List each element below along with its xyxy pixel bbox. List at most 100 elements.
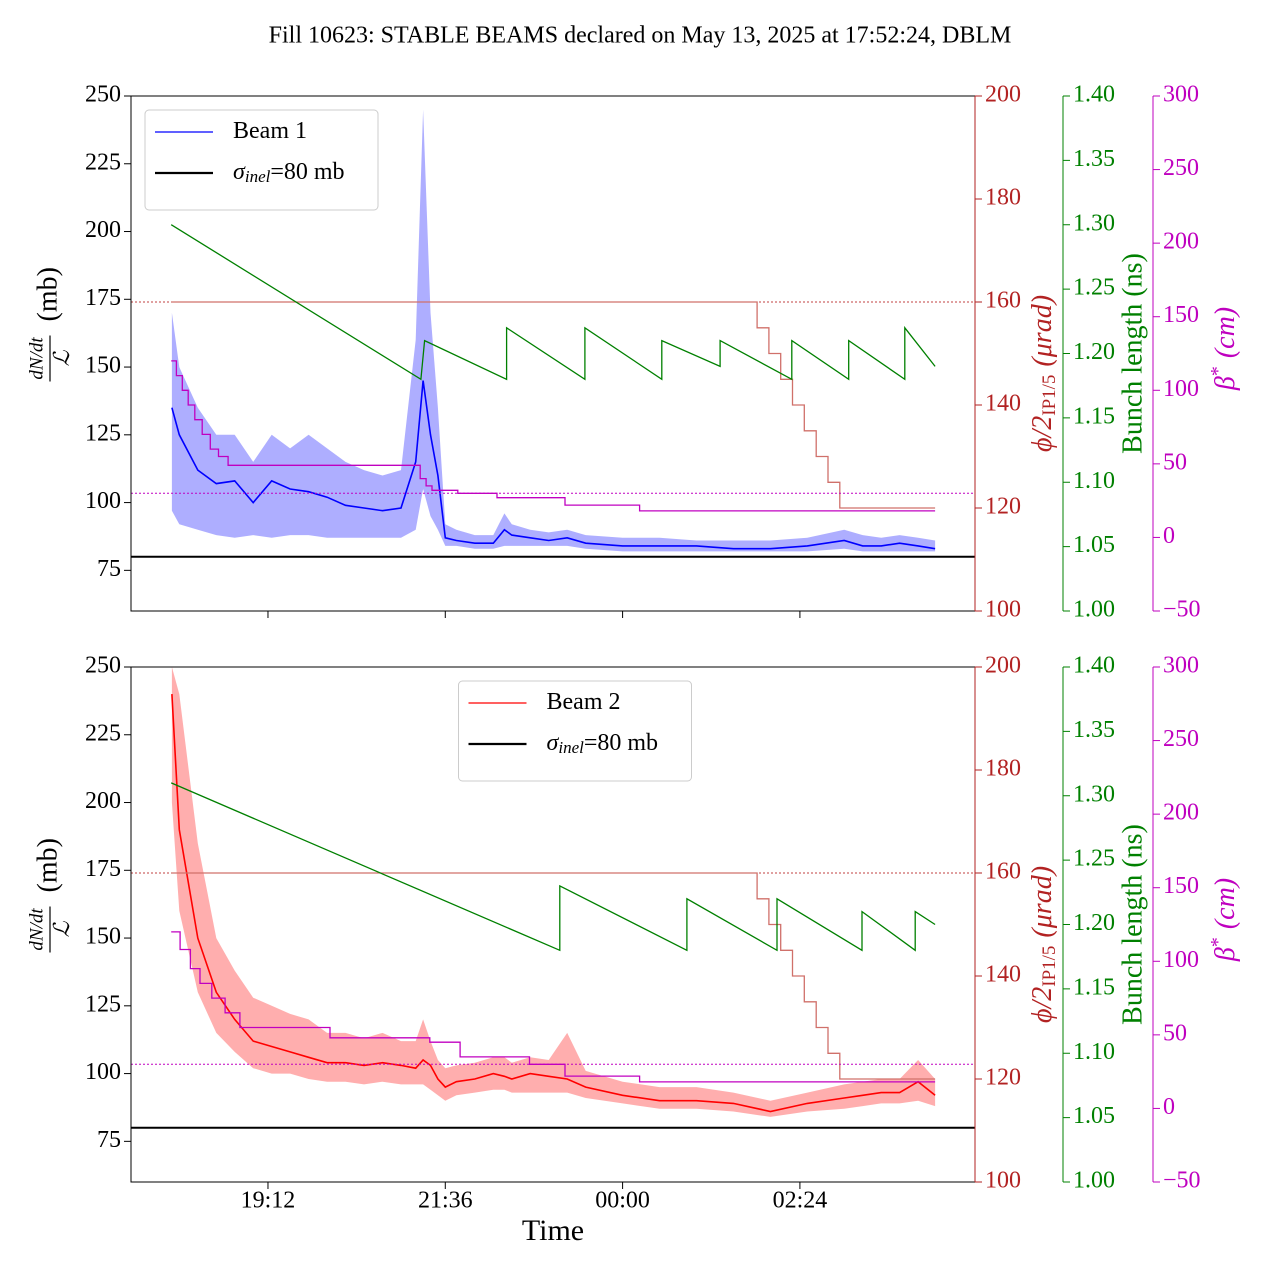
y2-label-subscript: IP1/5 <box>1039 375 1060 416</box>
y4-tick-label: 200 <box>1163 800 1199 826</box>
plot-area <box>131 667 975 1129</box>
y4-label-main: β <box>1210 376 1241 391</box>
legend-label: σinel=80 mb <box>233 159 345 186</box>
y-tick-label: 150 <box>85 924 121 950</box>
y3-tick-label: 1.10 <box>1073 1039 1115 1065</box>
y4-tick-label: 0 <box>1163 1094 1175 1120</box>
y3-tick-label: 1.30 <box>1073 781 1115 807</box>
y4-tick-label: 50 <box>1163 449 1187 475</box>
y3-tick-label: 1.00 <box>1073 1168 1115 1194</box>
y-label-unit: (mb) <box>32 267 63 321</box>
y4-axis-label: β* (cm) <box>1207 307 1242 391</box>
y2-tick-label: 200 <box>985 82 1021 108</box>
band <box>171 109 936 552</box>
y2-tick-label: 200 <box>985 653 1021 679</box>
y-tick-label: 200 <box>85 217 121 243</box>
y4-tick-label: 0 <box>1163 523 1175 549</box>
y2-tick-label: 140 <box>985 391 1021 417</box>
y4-tick-label: 200 <box>1163 229 1199 255</box>
y3-tick-label: 1.10 <box>1073 468 1115 494</box>
y2-tick-label: 100 <box>985 1168 1021 1194</box>
y2-tick-label: 100 <box>985 597 1021 623</box>
y3-tick-label: 1.05 <box>1073 532 1115 558</box>
y3-tick-label: 1.35 <box>1073 146 1115 172</box>
y-tick-label: 250 <box>85 653 121 679</box>
y4-tick-label: 300 <box>1163 82 1199 108</box>
legend-label: σinel=80 mb <box>547 730 659 757</box>
y-tick-label: 100 <box>85 488 121 514</box>
legend-text: =80 mb <box>270 159 344 185</box>
y4-tick-label: 100 <box>1163 376 1199 402</box>
y2-label-unit: (μrad) <box>1027 866 1058 938</box>
y4-label-superscript: * <box>1207 366 1229 376</box>
y3-axis-label: Bunch length (ns) <box>1117 253 1148 454</box>
y2-label-main: ϕ/2 <box>1027 987 1058 1023</box>
legend-symbol: σ <box>233 159 246 185</box>
y3-tick-label: 1.05 <box>1073 1103 1115 1129</box>
figure-title: Fill 10623: STABLE BEAMS declared on May… <box>269 23 1012 49</box>
y-tick-label: 75 <box>97 556 121 582</box>
y2-tick-label: 160 <box>985 288 1021 314</box>
y3-tick-label: 1.20 <box>1073 339 1115 365</box>
legend-subscript: inel <box>245 167 271 186</box>
y3-tick-label: 1.20 <box>1073 910 1115 936</box>
x-tick-label: 19:12 <box>241 1188 296 1214</box>
y-label-denominator: ℒ <box>49 349 74 366</box>
y2-tick-label: 180 <box>985 756 1021 782</box>
y2-label-subscript: IP1/5 <box>1039 946 1060 987</box>
y-tick-label: 225 <box>85 149 121 175</box>
y3-tick-label: 1.35 <box>1073 717 1115 743</box>
y2-label-unit: (μrad) <box>1027 295 1058 367</box>
legend-text: Beam 1 <box>233 118 307 144</box>
y-tick-label: 200 <box>85 788 121 814</box>
series-line <box>170 782 936 952</box>
y-tick-label: 175 <box>85 856 121 882</box>
x-tick-label: 02:24 <box>773 1188 828 1214</box>
series-line <box>171 931 936 1083</box>
y4-tick-label: 150 <box>1163 873 1199 899</box>
x-axis-label: Time <box>522 1214 584 1247</box>
y4-tick-label: 100 <box>1163 947 1199 973</box>
y4-label-unit: (cm) <box>1210 878 1241 929</box>
y-axis-label: dN/dt ℒ (mb) <box>26 838 74 953</box>
series-line <box>171 694 936 1113</box>
y2-axis-label: ϕ/2IP1/5 (μrad) <box>1027 866 1060 1023</box>
legend-text: Beam 2 <box>547 689 621 715</box>
y-tick-label: 175 <box>85 285 121 311</box>
y-tick-label: 125 <box>85 991 121 1017</box>
y-tick-label: 225 <box>85 720 121 746</box>
y3-tick-label: 1.25 <box>1073 846 1115 872</box>
y4-axis-label: β* (cm) <box>1207 878 1242 962</box>
y3-tick-label: 1.40 <box>1073 82 1115 108</box>
y4-tick-label: 50 <box>1163 1020 1187 1046</box>
y3-tick-label: 1.00 <box>1073 597 1115 623</box>
y2-tick-label: 120 <box>985 494 1021 520</box>
series-line <box>171 360 936 512</box>
y3-tick-label: 1.15 <box>1073 403 1115 429</box>
y2-label-main: ϕ/2 <box>1027 416 1058 452</box>
legend-subscript: inel <box>558 738 584 757</box>
y4-tick-label: −50 <box>1163 1168 1201 1194</box>
y4-tick-label: 250 <box>1163 726 1199 752</box>
y-tick-label: 100 <box>85 1059 121 1085</box>
y2-tick-label: 160 <box>985 859 1021 885</box>
x-tick-label: 00:00 <box>595 1188 650 1214</box>
x-tick-label: 21:36 <box>418 1188 473 1214</box>
y-tick-label: 75 <box>97 1127 121 1153</box>
y4-tick-label: 250 <box>1163 155 1199 181</box>
y3-tick-label: 1.15 <box>1073 974 1115 1000</box>
y-tick-label: 250 <box>85 82 121 108</box>
y4-label-unit: (cm) <box>1210 307 1241 358</box>
y2-tick-label: 180 <box>985 185 1021 211</box>
y3-tick-label: 1.25 <box>1073 275 1115 301</box>
y3-tick-label: 1.40 <box>1073 653 1115 679</box>
y2-tick-label: 140 <box>985 962 1021 988</box>
legend-label: Beam 1 <box>233 118 307 144</box>
y3-axis-label: Bunch length (ns) <box>1117 824 1148 1025</box>
y2-axis-label: ϕ/2IP1/5 (μrad) <box>1027 295 1060 452</box>
y3-tick-label: 1.30 <box>1073 210 1115 236</box>
series-line <box>171 872 936 1080</box>
y4-label-superscript: * <box>1207 937 1229 947</box>
